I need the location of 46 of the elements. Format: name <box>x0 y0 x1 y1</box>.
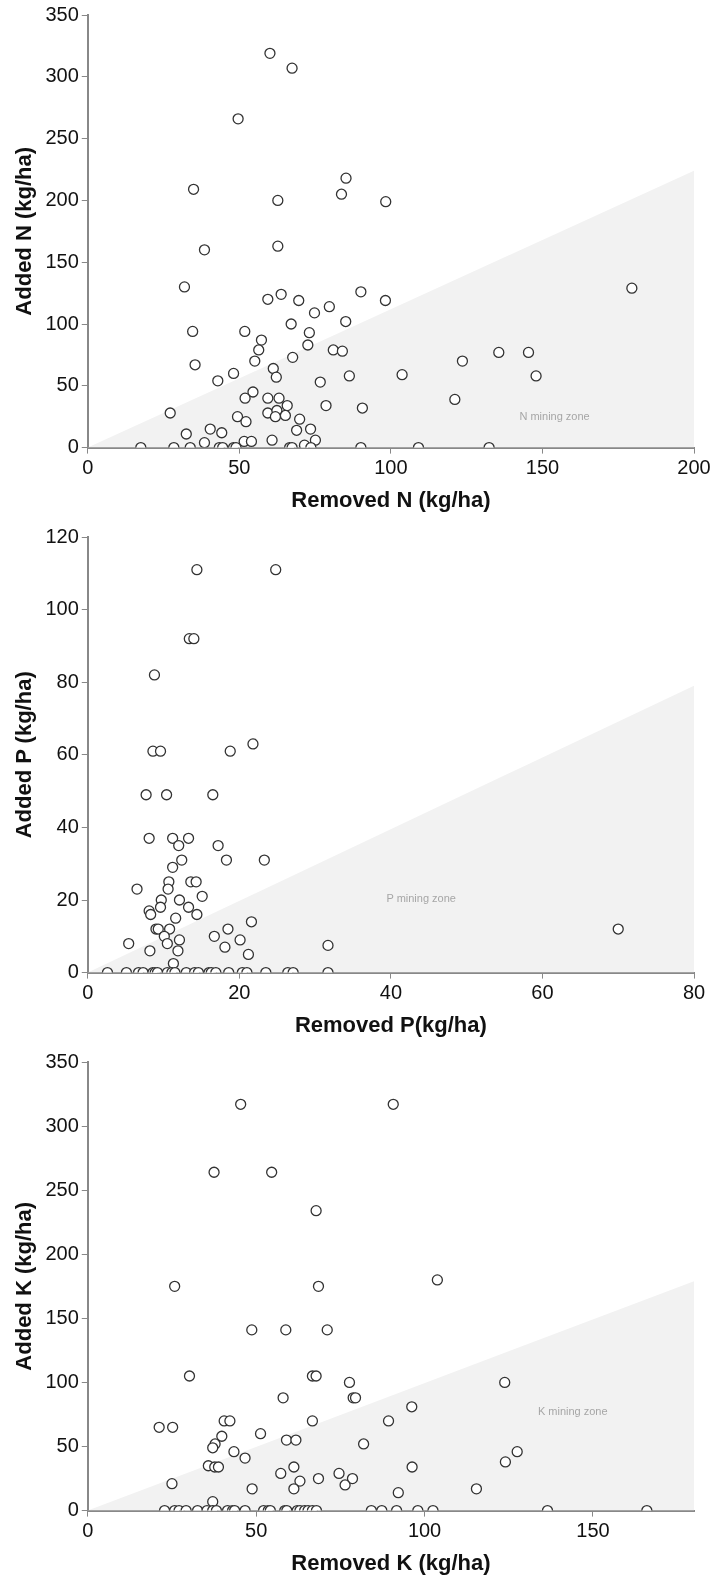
y-tick-label: 100 <box>45 311 79 334</box>
y-axis-title: Added N (kg/ha) <box>11 146 37 316</box>
x-tick-label: 150 <box>525 456 560 479</box>
x-tick-label: 200 <box>677 456 711 479</box>
x-tick-label: 80 <box>682 981 706 1004</box>
y-tick-label: 40 <box>56 814 79 837</box>
y-tick-label: 350 <box>45 1049 79 1072</box>
y-tick-label: 200 <box>45 187 79 210</box>
x-tick-label: 60 <box>531 981 554 1004</box>
x-tick-label: 100 <box>374 456 408 479</box>
y-tick-label: 250 <box>45 1177 79 1200</box>
y-tick-label: 0 <box>67 1498 79 1521</box>
x-axis-title: Removed N (kg/ha) <box>291 486 491 512</box>
x-tick-label: 100 <box>407 1519 442 1542</box>
y-tick-label: 80 <box>56 669 79 692</box>
x-tick-label: 40 <box>379 981 403 1004</box>
y-tick-label: 350 <box>45 2 79 25</box>
y-tick-label: 100 <box>45 1369 79 1392</box>
y-tick-label: 100 <box>45 597 79 620</box>
y-tick-label: 0 <box>67 435 79 458</box>
annotation: N mining zone <box>519 410 590 423</box>
annotation: P mining zone <box>386 891 456 904</box>
y-tick-label: 0 <box>67 960 79 983</box>
y-tick-label: 200 <box>45 1241 79 1264</box>
x-axis-title: Removed K (kg/ha) <box>291 1549 491 1575</box>
y-tick-label: 60 <box>56 742 79 765</box>
y-tick-label: 300 <box>45 1113 79 1136</box>
x-tick-label: 0 <box>82 1519 94 1542</box>
x-tick-label: 50 <box>228 456 251 479</box>
x-tick-label: 0 <box>82 981 94 1004</box>
x-tick-label: 20 <box>228 981 251 1004</box>
annotation: K mining zone <box>537 1404 608 1417</box>
y-tick-label: 150 <box>45 249 79 272</box>
y-tick-label: 250 <box>45 126 79 149</box>
y-axis-title: Added P (kg/ha) <box>11 671 37 839</box>
x-tick-label: 150 <box>576 1519 610 1542</box>
y-tick-label: 50 <box>56 373 79 396</box>
y-tick-label: 300 <box>45 64 79 87</box>
y-tick-label: 50 <box>56 1434 79 1457</box>
x-tick-label: 50 <box>245 1519 268 1542</box>
y-tick-label: 20 <box>56 887 79 910</box>
y-axis-title: Added K (kg/ha) <box>11 1201 37 1371</box>
y-tick-label: 120 <box>45 524 79 547</box>
x-axis-title: Removed P(kg/ha) <box>294 1011 487 1037</box>
y-tick-label: 150 <box>45 1305 79 1328</box>
x-tick-label: 0 <box>82 456 94 479</box>
